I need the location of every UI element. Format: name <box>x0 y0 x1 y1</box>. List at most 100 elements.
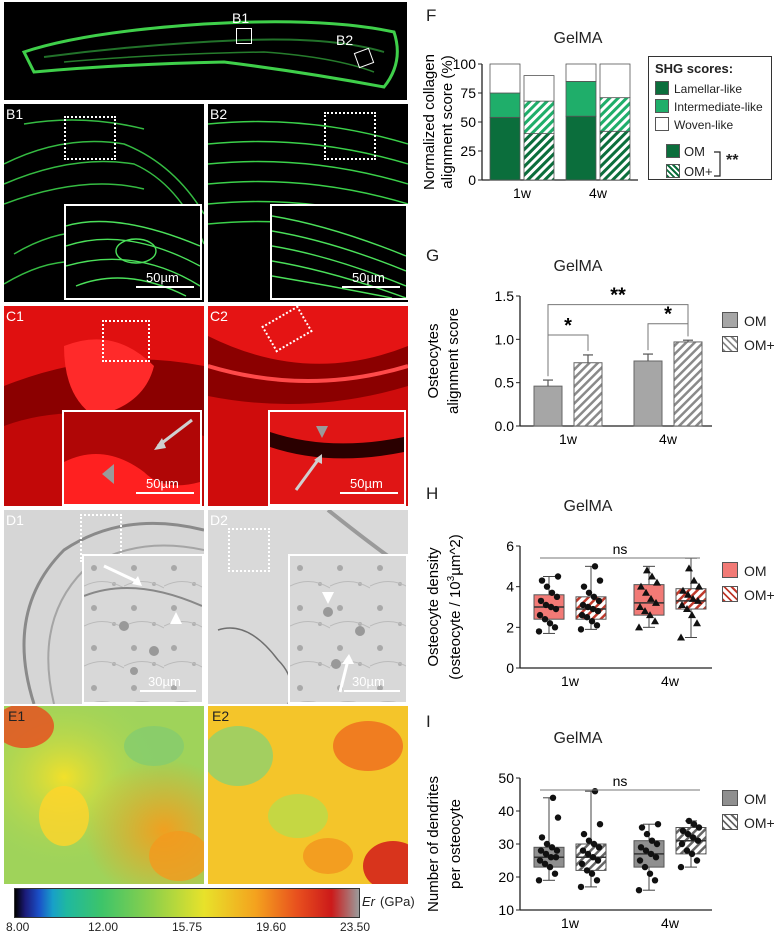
panel-label-b1: B1 <box>6 106 24 122</box>
chart-g: 0.0 0.5 1.0 1.5 1w 4w Osteocytes alignment scor… <box>425 285 712 447</box>
i-point-0-1-8 <box>637 844 645 851</box>
f-bar-OM-4w-1 <box>565 81 597 117</box>
i-ytick-label-1: 20 <box>498 869 514 885</box>
i-point-1-1-2 <box>688 850 696 858</box>
i-point-0-0-10 <box>548 844 556 851</box>
g-ylabel-2: alignment score <box>445 308 462 414</box>
i-point-1-1-3 <box>683 847 691 854</box>
f-bar-OMplus-1w-0 <box>523 133 555 181</box>
i-xtick-label-0: 1w <box>561 915 580 931</box>
g-bracket-2 <box>547 304 689 377</box>
i-point-1-1-1 <box>693 857 701 864</box>
h-point-0-1-6 <box>647 594 655 602</box>
f-xtick-label-0: 1w <box>513 185 532 201</box>
i-point-1-1-4 <box>678 840 686 848</box>
f-bar-OM-4w-2 <box>565 63 597 82</box>
h-point-1-0-6 <box>589 605 597 613</box>
h-point-1-0-10 <box>590 593 598 601</box>
roi-box-b1 <box>236 28 252 44</box>
i-point-0-1-10 <box>648 837 656 844</box>
legend-label-intermediate: Intermediate-like <box>674 100 763 114</box>
f-ytick-label-3: 75 <box>460 85 476 101</box>
g-ytick-label-0: 0.0 <box>495 418 515 434</box>
colormap-tick-1: 12.00 <box>88 920 119 934</box>
legend-f-title: SHG scores: <box>655 61 734 76</box>
g-bar-OMplus-4w <box>673 341 703 427</box>
h-point-0-0-1 <box>551 624 559 631</box>
i-point-1-1-11 <box>685 817 693 825</box>
inset-d2: 30µm <box>288 554 408 704</box>
h-point-0-1-0 <box>635 623 643 631</box>
h-point-1-0-13 <box>596 577 604 584</box>
sem-image-d2: D2 30µm <box>208 510 408 704</box>
f-bar-OM-1w-2 <box>489 63 521 94</box>
i-ylabel-2: per osteocyte <box>447 799 464 889</box>
g-significance-0: * <box>564 315 572 337</box>
g-xtick-label-1: 4w <box>659 431 678 447</box>
i-point-0-1-9 <box>653 840 661 848</box>
i-point-0-1-3 <box>641 863 649 871</box>
h-point-0-0-5 <box>552 605 560 613</box>
i-point-1-0-8 <box>579 847 587 854</box>
i-point-1-1-8 <box>679 827 687 834</box>
g-ytick-label-2: 1.0 <box>495 331 515 347</box>
i-ytick-label-2: 30 <box>498 836 514 852</box>
h-point-0-0-10 <box>548 589 556 596</box>
i-point-0-0-1 <box>551 870 559 877</box>
arrowhead-icon <box>170 612 182 624</box>
arrow-icon <box>338 659 350 693</box>
panel-label-f: F <box>426 6 437 25</box>
legend-swatch-g-omplus <box>722 336 738 352</box>
h-point-1-0-7 <box>584 603 592 611</box>
f-ytick-label-0: 0 <box>468 172 476 188</box>
h-point-1-1-3 <box>683 605 691 613</box>
arrow-icon <box>157 418 193 448</box>
legend-swatch-g-om <box>722 312 738 328</box>
chart-h-title: GelMA <box>563 498 613 515</box>
h-point-0-0-4 <box>536 611 544 619</box>
i-point-0-1-4 <box>636 857 644 864</box>
panel-label-e1: E1 <box>8 708 26 724</box>
arrowhead-icon <box>316 426 328 438</box>
i-point-1-0-11 <box>585 837 593 844</box>
i-point-1-0-5 <box>594 857 602 864</box>
scalebar-b2 <box>342 286 400 288</box>
f-ylabel-1: Normalized collagen <box>421 54 438 190</box>
h-ytick-label-2: 4 <box>506 579 514 595</box>
panel-label-b2: B2 <box>210 106 228 122</box>
shg-image-b1: B1 50µm <box>4 104 204 302</box>
fluor-image-c2: C2 50µm <box>208 306 408 506</box>
i-point-0-0-8 <box>537 847 545 854</box>
colormap-tick-2: 15.75 <box>172 920 203 934</box>
h-point-1-1-9 <box>695 582 703 590</box>
shg-overview-image: B1 B2 <box>4 2 407 100</box>
legend-swatch-omplus <box>666 164 680 178</box>
h-ns-label: ns <box>613 541 628 557</box>
i-point-1-0-12 <box>580 830 588 838</box>
chart-g-title: GelMA <box>553 258 603 275</box>
i-point-0-1-1 <box>651 877 659 884</box>
legend-label-g-om: OM <box>744 313 767 329</box>
i-point-1-1-5 <box>694 837 702 844</box>
scalebar-label-c1: 50µm <box>146 476 179 491</box>
legend-swatch-h-omplus <box>722 586 738 602</box>
bracket-f <box>714 151 721 177</box>
legend-f-intermediate: Intermediate-like <box>655 99 763 115</box>
i-point-0-0-2 <box>546 863 554 871</box>
h-point-1-1-0 <box>677 633 685 641</box>
h-point-1-0-11 <box>585 589 593 596</box>
h-point-1-0-3 <box>583 613 591 621</box>
g-bar-OM-1w <box>533 385 563 427</box>
h-point-1-0-2 <box>588 618 596 625</box>
h-point-0-1-4 <box>636 603 644 610</box>
legend-f: SHG scores: Lamellar-like Intermediate-l… <box>648 56 772 180</box>
h-point-0-1-11 <box>643 566 651 574</box>
f-bar-OMplus-1w-2 <box>523 75 555 102</box>
h-point-0-0-13 <box>554 573 562 580</box>
i-point-0-0-3 <box>541 860 549 867</box>
i-point-1-1-7 <box>684 830 692 838</box>
chart-i: 10 20 30 40 50 1w 4w Number of dendrites per ost… <box>425 770 712 931</box>
i-point-0-0-9 <box>553 847 561 854</box>
h-point-0-1-9 <box>653 578 661 586</box>
